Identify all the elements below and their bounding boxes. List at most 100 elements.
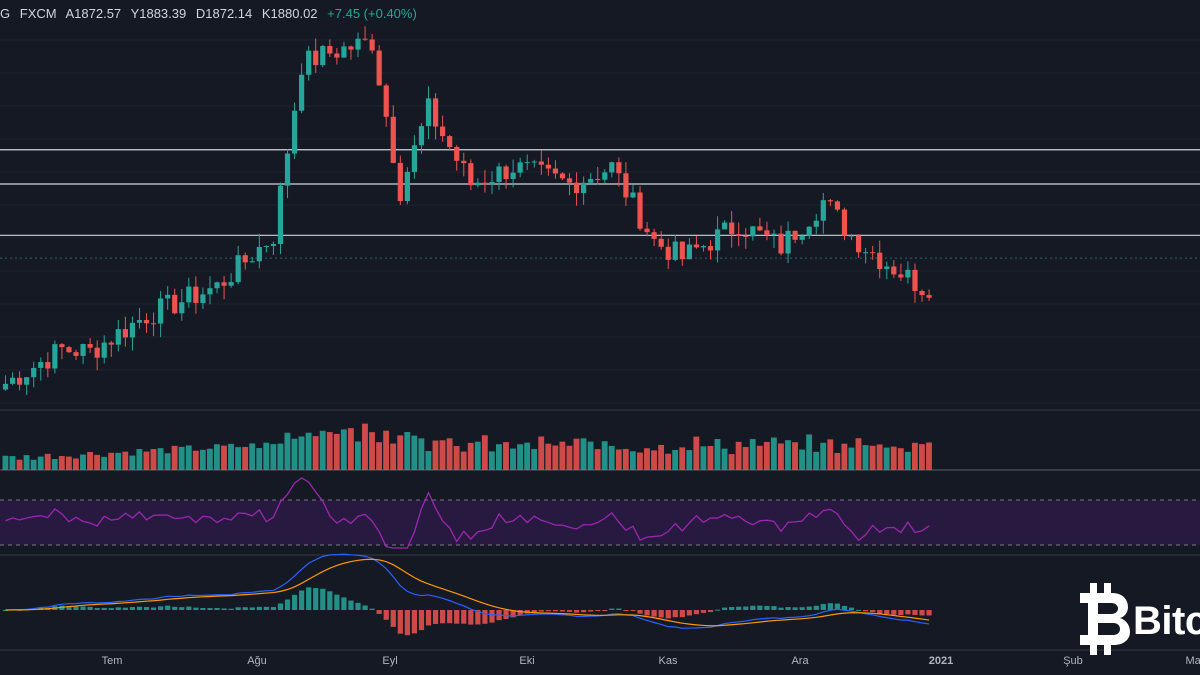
macd-histogram-bar (510, 610, 516, 618)
macd-histogram-bar (714, 609, 721, 611)
volume-bar (319, 430, 326, 470)
macd-histogram-bar (566, 610, 573, 612)
candle-body (750, 226, 756, 237)
macd-histogram-bar (249, 607, 255, 610)
x-tick-label: 2021 (929, 655, 953, 667)
macd-histogram-bar (440, 610, 446, 624)
macd-histogram-bar (129, 607, 136, 610)
volume-bar (150, 449, 157, 470)
volume-bar (277, 443, 284, 470)
candle-body (778, 233, 784, 254)
macd-histogram-bar (538, 610, 544, 612)
candle-body (101, 342, 107, 358)
macd-histogram-bar (461, 610, 467, 624)
volume-bar (679, 447, 686, 470)
volume-bar (608, 445, 615, 470)
volume-bar (883, 447, 890, 470)
candle-body (602, 172, 608, 180)
macd-histogram-bar (926, 610, 932, 616)
candle-body (59, 344, 65, 348)
macd-histogram-bar (432, 610, 439, 624)
candle-body (270, 244, 277, 246)
candle-body (743, 235, 749, 237)
macd-histogram-bar (905, 610, 911, 615)
macd-histogram-bar (158, 606, 164, 610)
macd-histogram-bar (94, 608, 100, 610)
macd-histogram-bar (334, 594, 340, 610)
volume-bar (813, 451, 820, 470)
volume-bar (460, 451, 467, 470)
volume-bar (467, 442, 474, 470)
volume-bar (9, 456, 16, 470)
open-value: A1872.57 (65, 6, 122, 21)
candle-body (432, 98, 439, 127)
candle-body (912, 269, 918, 292)
volume-bar (122, 451, 129, 470)
candle-body (489, 182, 495, 185)
macd-histogram-bar (778, 607, 784, 610)
macd-histogram-bar (693, 610, 700, 615)
volume-bar (418, 438, 425, 470)
macd-histogram-bar (115, 607, 121, 610)
candle-body (66, 347, 72, 353)
candle-body (700, 246, 707, 248)
volume-bar (199, 449, 206, 470)
volume-bar (862, 445, 869, 470)
candle-body (771, 233, 777, 236)
bitcoin-logo-icon (1080, 583, 1130, 655)
macd-histogram-bar (813, 605, 819, 610)
macd-histogram-bar (630, 610, 636, 611)
candle-body (242, 255, 248, 263)
candle-body (461, 160, 467, 164)
macd-histogram-bar (834, 603, 841, 610)
candle-body (235, 255, 241, 283)
candlesticks (2, 26, 932, 396)
volume-bar (16, 459, 23, 470)
candle-body (454, 147, 460, 161)
volume-bar (101, 456, 108, 470)
volume-bar (658, 444, 664, 470)
candle-body (637, 192, 643, 229)
macd-histogram-bar (411, 610, 418, 634)
volume-bar (714, 439, 721, 470)
volume-bar (728, 454, 735, 470)
macd-histogram-bar (320, 588, 326, 610)
volume-bar (453, 446, 460, 470)
candle-body (327, 46, 333, 54)
volume-bar (185, 445, 192, 470)
volume-bar (228, 443, 234, 470)
macd-histogram-bar (383, 610, 389, 620)
volume-bar (566, 445, 573, 470)
volume-bar (538, 436, 545, 470)
macd-histogram-bar (242, 607, 248, 610)
macd-histogram-bar (404, 610, 410, 636)
candle-body (80, 344, 86, 356)
macd-histogram-bar (87, 606, 93, 610)
support-resistance-lines (0, 149, 1200, 259)
volume-bar (785, 440, 791, 470)
macd-histogram-bar (707, 610, 714, 613)
macd-histogram-bar (313, 588, 319, 610)
macd-histogram-bar (623, 610, 629, 611)
volume-bar (693, 436, 700, 470)
macd-histogram-bar (517, 610, 523, 616)
candle-body (249, 261, 255, 263)
macd-histogram-bar (143, 607, 150, 610)
volume-bar (763, 441, 770, 470)
volume-bar (629, 451, 636, 470)
volume-bar (510, 448, 516, 470)
volume-bar (792, 442, 798, 470)
candle-body (707, 246, 714, 251)
macd-line (5, 553, 930, 629)
macd-histogram-bar (820, 604, 826, 610)
macd-histogram-bar (256, 606, 262, 610)
volume-bar (256, 448, 263, 470)
x-tick-label: Eyl (382, 655, 397, 667)
candle-body (221, 282, 227, 286)
volume-bar (157, 448, 164, 470)
volume-bar (524, 442, 531, 470)
candle-body (722, 222, 728, 230)
volume-bar (164, 453, 171, 470)
volume-bar (326, 432, 333, 470)
